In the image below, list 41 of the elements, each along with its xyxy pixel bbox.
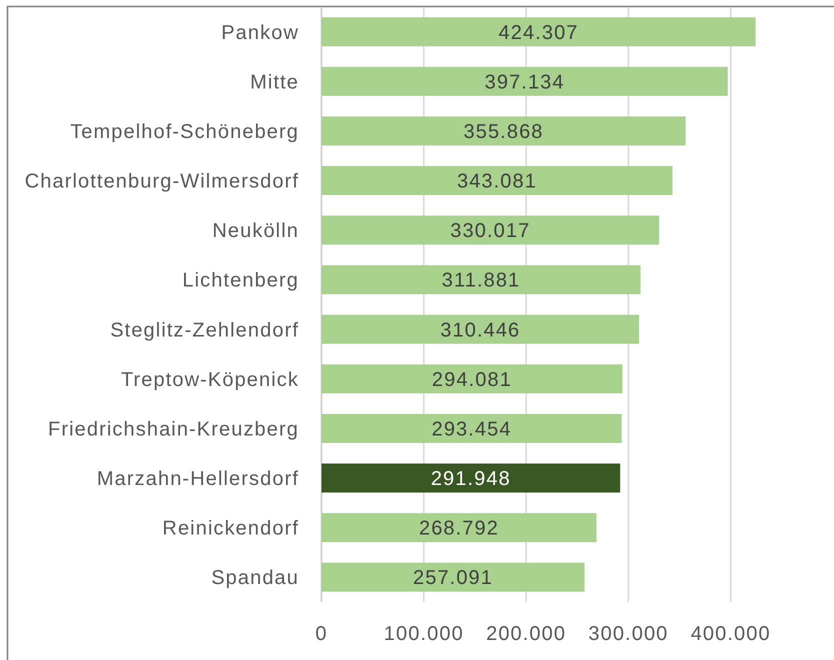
- data-label: 424.307: [498, 22, 579, 44]
- bar: [322, 66, 728, 96]
- x-tick-label: 100.000: [384, 623, 464, 645]
- x-tick-label: 0: [315, 623, 328, 645]
- y-tick-label: Lichtenberg: [182, 270, 299, 292]
- bar: [322, 17, 756, 46]
- bar: [322, 464, 620, 493]
- data-label: 397.134: [484, 71, 565, 94]
- bar: [322, 116, 686, 146]
- y-tick-label: Charlottenburg-Wilmersdorf: [24, 170, 299, 193]
- bar: [322, 513, 596, 542]
- bar: [322, 265, 641, 294]
- y-tick-label: Neukölln: [212, 220, 299, 242]
- y-tick-label: Steglitz-Zehlendorf: [110, 319, 299, 342]
- x-tick-label: 200.000: [486, 623, 566, 645]
- data-label: 330.017: [450, 220, 530, 242]
- data-label: 311.881: [442, 270, 520, 292]
- y-tick-label: Treptow-Köpenick: [120, 368, 299, 391]
- data-label: 310.446: [440, 319, 520, 342]
- data-label: 268.792: [418, 518, 499, 540]
- y-tick-label: Friedrichshain-Kreuzberg: [48, 418, 299, 440]
- data-label: 294.081: [432, 368, 512, 391]
- data-label: 291.948: [430, 468, 511, 490]
- y-tick-label: Mitte: [250, 71, 299, 94]
- y-tick-label: Pankow: [221, 22, 299, 44]
- x-tick-label: 400.000: [690, 623, 771, 645]
- x-tick-label: 300.000: [588, 623, 668, 645]
- bar: [322, 364, 622, 394]
- bar: [322, 414, 622, 443]
- data-label: 343.081: [456, 170, 537, 193]
- bar: [322, 216, 660, 245]
- data-label: 257.091: [413, 567, 493, 590]
- y-tick-label: Tempelhof-Schöneberg: [70, 120, 299, 143]
- y-tick-label: Marzahn-Hellersdorf: [96, 468, 299, 490]
- bar: [322, 166, 672, 196]
- y-tick-label: Reinickendorf: [162, 518, 299, 540]
- data-label: 355.868: [464, 120, 544, 143]
- bar: [322, 562, 585, 592]
- y-tick-label: Spandau: [211, 567, 299, 590]
- bar: [322, 314, 640, 344]
- data-label: 293.454: [432, 418, 512, 440]
